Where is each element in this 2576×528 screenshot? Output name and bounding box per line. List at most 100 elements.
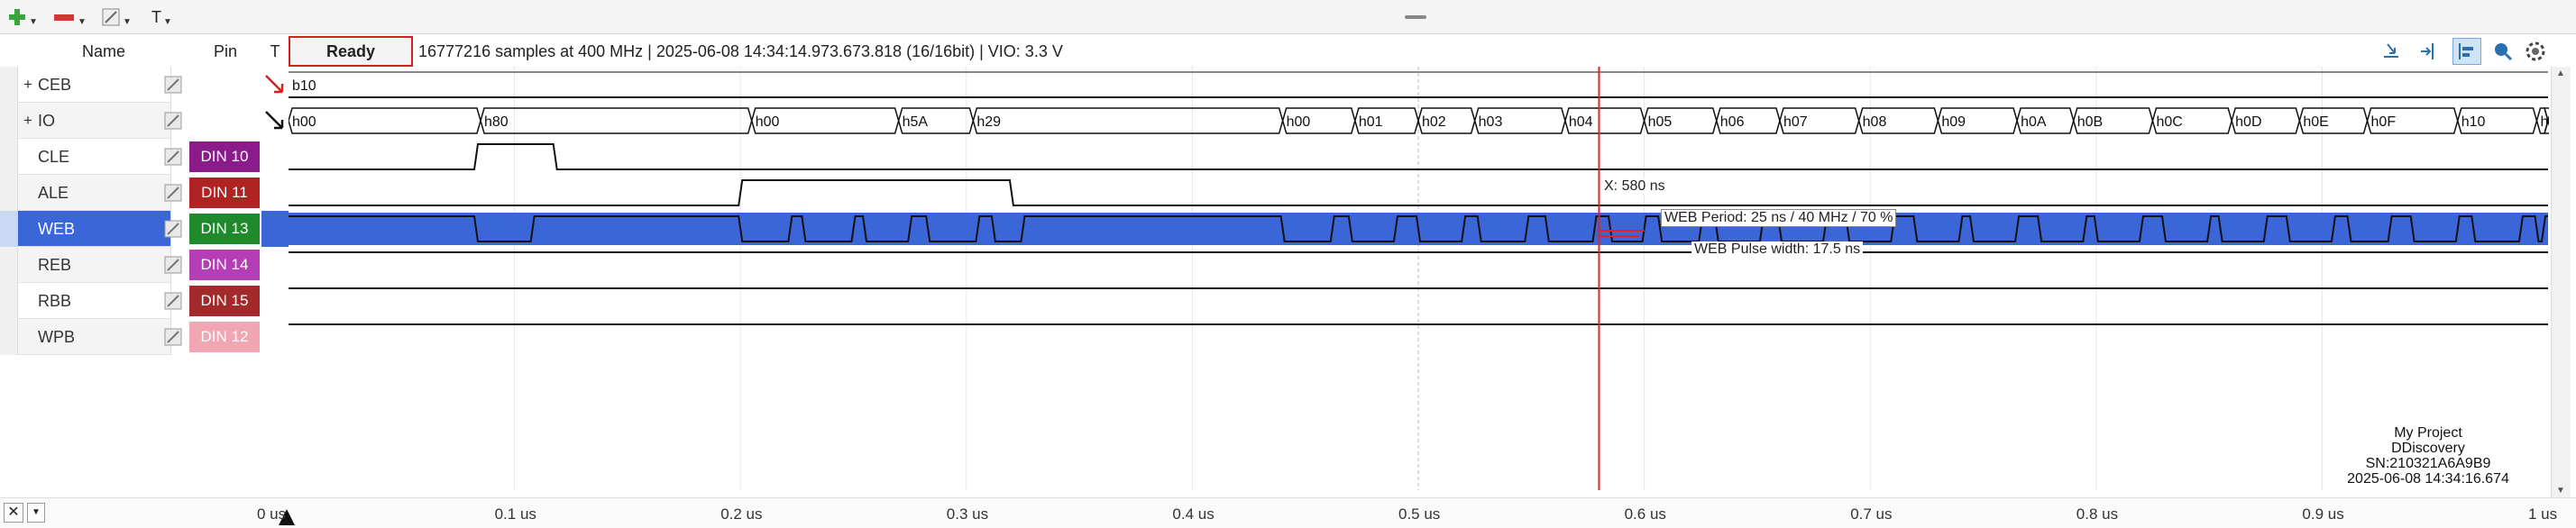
- axis-tick-label: 0.2 us: [720, 505, 763, 523]
- signal-row-reb[interactable]: REB DIN 14: [0, 247, 2576, 283]
- device-info: My Project DDiscovery SN:210321A6A9B9 20…: [2329, 425, 2527, 487]
- text-tool-button[interactable]: T ▼: [151, 5, 172, 30]
- export-icon: [2384, 43, 2398, 58]
- pin-badge[interactable]: DIN 13: [189, 214, 260, 244]
- name-column-header[interactable]: Name: [81, 42, 125, 60]
- signal-name: WPB: [38, 328, 76, 346]
- add-channel-button[interactable]: ▼: [7, 5, 38, 30]
- edit-signal-icon[interactable]: [164, 112, 182, 130]
- signal-row-ceb[interactable]: + CEB: [0, 67, 2576, 103]
- signal-label-cell[interactable]: [18, 103, 171, 139]
- trigger-cell[interactable]: [261, 283, 289, 319]
- export-button[interactable]: [2377, 38, 2406, 65]
- waveform-plot[interactable]: b10 h00 h80 h00 h5A h29 h00 h01 h02 h03 h04 h05 h06 h…: [289, 67, 2549, 490]
- edit-signal-icon[interactable]: [164, 76, 182, 94]
- signal-name: CLE: [38, 148, 70, 166]
- trigger-cell[interactable]: [261, 319, 289, 355]
- row-gutter: [0, 67, 18, 355]
- text-tool-label: T: [151, 7, 161, 26]
- ale-trace: [289, 179, 2548, 206]
- pin-badge[interactable]: DIN 11: [189, 178, 260, 208]
- edit-pencil-icon: [102, 8, 120, 26]
- red-minus-icon: [54, 14, 74, 21]
- signal-label-cell[interactable]: [18, 247, 171, 283]
- pin-badge[interactable]: DIN 15: [189, 286, 260, 316]
- signal-label-cell[interactable]: [18, 175, 171, 211]
- io-bus-value: h80: [484, 114, 509, 130]
- trigger-column-header[interactable]: T: [270, 42, 280, 60]
- signal-row-wpb[interactable]: WPB DIN 12: [0, 319, 2576, 355]
- edit-signal-icon[interactable]: [164, 148, 182, 166]
- edit-signal-icon[interactable]: [164, 292, 182, 310]
- remove-channel-button[interactable]: ▼: [52, 5, 87, 30]
- edit-signal-icon[interactable]: [164, 220, 182, 238]
- align-button[interactable]: [2452, 38, 2481, 65]
- pin-badge[interactable]: DIN 10: [189, 141, 260, 172]
- io-bus-segment: [2544, 107, 2549, 134]
- signal-label-cell[interactable]: [18, 319, 171, 355]
- expand-icon[interactable]: +: [23, 76, 32, 93]
- project-name: My Project: [2394, 425, 2462, 441]
- chevron-down-icon: ▼: [163, 16, 172, 27]
- align-left-icon: [2459, 43, 2473, 59]
- acquisition-info: 16777216 samples at 400 MHz | 2025-06-08…: [418, 42, 1063, 60]
- panel-splitter-handle[interactable]: [1405, 15, 1426, 19]
- axis-tick-label: 0.5 us: [1398, 505, 1441, 523]
- signal-name: CEB: [38, 76, 72, 94]
- trigger-position-marker[interactable]: [279, 509, 295, 525]
- axis-tick-label: 0.1 us: [494, 505, 536, 523]
- trigger-cell[interactable]: [261, 211, 289, 247]
- io-bus-value: h05: [1648, 114, 1673, 130]
- axis-tick-label: 0.8 us: [2076, 505, 2119, 523]
- edit-button[interactable]: ▼: [101, 5, 132, 30]
- io-bus-segment: [972, 107, 1284, 134]
- edit-signal-icon[interactable]: [164, 184, 182, 202]
- axis-tick-label: 0.3 us: [946, 505, 989, 523]
- ceb-bus-value: b10: [292, 78, 316, 94]
- scroll-down-icon[interactable]: ▼: [2556, 486, 2565, 496]
- falling-edge-trigger-icon[interactable]: [263, 109, 287, 132]
- signal-row-ale[interactable]: ALE DIN 11: [0, 175, 2576, 211]
- signal-row-io[interactable]: + IO: [0, 103, 2576, 139]
- io-bus-value: h29: [976, 114, 1001, 130]
- search-icon: [2495, 43, 2513, 61]
- io-bus-value: h11: [2540, 114, 2549, 130]
- edit-signal-icon[interactable]: [164, 328, 182, 346]
- trigger-cell[interactable]: [261, 175, 289, 211]
- vertical-scrollbar[interactable]: ▲ ▼: [2551, 67, 2571, 497]
- zoom-button[interactable]: [2489, 38, 2517, 65]
- signal-label-cell[interactable]: [18, 211, 171, 247]
- chevron-down-icon: ▼: [78, 16, 87, 27]
- signal-name: IO: [38, 112, 56, 130]
- trigger-cell[interactable]: [261, 247, 289, 283]
- axis-tick-label: 0 us: [257, 505, 287, 523]
- axis-tick-label: 1 us: [2528, 505, 2558, 523]
- io-bus-value: h00: [756, 114, 780, 130]
- close-icon: ✕: [7, 505, 20, 520]
- cursor-icon: [2421, 43, 2434, 59]
- falling-edge-trigger-icon[interactable]: [263, 73, 287, 96]
- signal-list-header: Name Pin T: [0, 36, 289, 67]
- io-bus-value: h02: [1422, 114, 1446, 130]
- pin-column-header[interactable]: Pin: [213, 42, 237, 60]
- pin-badge[interactable]: DIN 14: [189, 250, 260, 280]
- axis-tick-label: 0.9 us: [2302, 505, 2344, 523]
- signal-row-cle[interactable]: CLE DIN 10: [0, 139, 2576, 175]
- io-bus-value: h07: [1783, 114, 1808, 130]
- close-button[interactable]: ✕: [4, 503, 23, 523]
- signal-row-rbb[interactable]: RBB DIN 15: [0, 283, 2576, 319]
- io-bus-value: h00: [1287, 114, 1311, 130]
- edit-signal-icon[interactable]: [164, 256, 182, 274]
- cursor-button[interactable]: [2415, 38, 2443, 65]
- trigger-cell[interactable]: [261, 139, 289, 175]
- signal-row-web[interactable]: WEB DIN 13: [0, 211, 2576, 247]
- io-bus-segment: [480, 107, 753, 134]
- time-axis[interactable]: ✕ ▼ 0 us 0.1 us 0.2 us 0.3 us 0.4 us 0.5 us 0.…: [0, 497, 2576, 528]
- scroll-up-icon[interactable]: ▲: [2556, 68, 2565, 78]
- io-bus-value: h0B: [2077, 114, 2103, 130]
- axis-options-dropdown[interactable]: ▼: [27, 503, 45, 523]
- pin-badge[interactable]: DIN 12: [189, 322, 260, 352]
- expand-icon[interactable]: +: [23, 112, 32, 129]
- axis-tick-label: 0.4 us: [1172, 505, 1215, 523]
- settings-button[interactable]: [2521, 38, 2550, 65]
